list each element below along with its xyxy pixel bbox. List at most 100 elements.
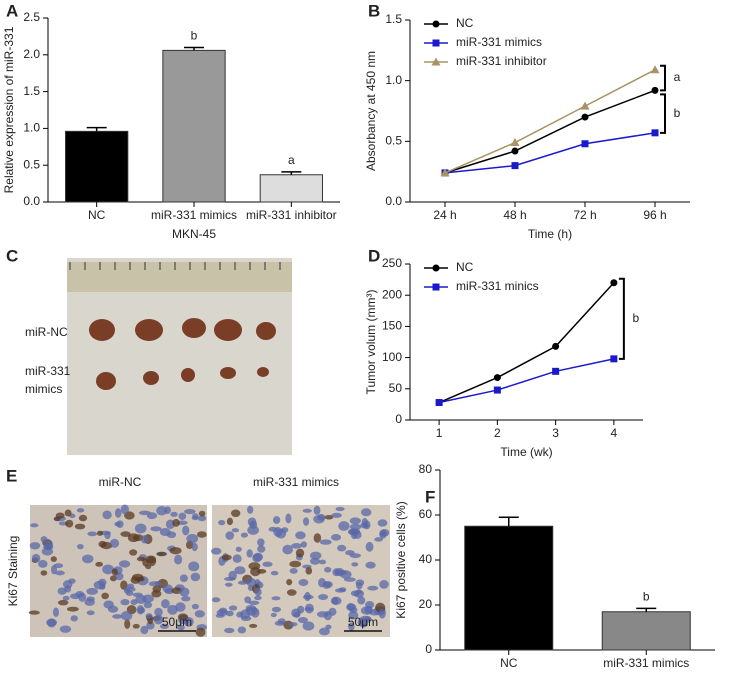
y-tick-label: 80 — [419, 462, 433, 476]
nucleus — [143, 601, 153, 609]
nucleus — [240, 609, 251, 619]
nucleus — [114, 508, 122, 518]
nucleus — [130, 599, 138, 606]
nucleus — [134, 523, 147, 534]
x-tick-label: 96 h — [643, 208, 666, 222]
nucleus — [147, 556, 157, 567]
nucleus — [96, 530, 103, 536]
y-tick-label: 1.0 — [23, 121, 40, 135]
nucleus — [175, 602, 186, 612]
nucleus — [98, 540, 107, 548]
panel-label: F — [425, 487, 435, 506]
marker — [511, 162, 519, 170]
nucleus — [377, 519, 388, 527]
nucleus — [64, 509, 72, 517]
panel-label: B — [368, 1, 380, 20]
y-tick-label: 0.0 — [23, 194, 40, 208]
nucleus — [313, 505, 321, 515]
nucleus — [237, 626, 247, 634]
nucleus — [228, 605, 238, 611]
legend-label: NC — [456, 16, 474, 30]
nucleus — [82, 554, 94, 564]
marker — [552, 342, 560, 350]
y-tick-label: 1.5 — [23, 84, 40, 98]
y-tick-label: 250 — [382, 256, 402, 270]
nucleus — [318, 627, 330, 636]
nucleus — [190, 572, 201, 582]
nucleus — [170, 511, 178, 517]
nucleus — [218, 607, 228, 614]
y-tick-label: 20 — [419, 597, 433, 611]
nucleus — [282, 544, 293, 555]
nucleus — [288, 622, 298, 627]
nucleus — [136, 556, 146, 562]
nucleus — [257, 545, 266, 553]
bracket — [660, 93, 666, 134]
tumor — [256, 322, 276, 340]
tumor — [182, 318, 206, 338]
nucleus — [55, 570, 65, 576]
nucleus — [86, 587, 98, 595]
nucleus — [70, 615, 78, 622]
nucleus — [156, 551, 167, 557]
nucleus — [29, 542, 41, 550]
annotation: b — [674, 106, 681, 120]
nucleus — [63, 580, 73, 589]
nucleus — [360, 615, 372, 621]
marker — [431, 57, 441, 66]
nucleus — [98, 578, 107, 587]
nucleus — [78, 592, 87, 602]
nucleus — [162, 584, 173, 594]
nucleus — [247, 505, 254, 514]
nucleus — [297, 616, 308, 624]
nucleus — [302, 621, 315, 631]
nucleus — [146, 621, 155, 630]
nucleus — [303, 517, 310, 526]
y-axis-label: Absorbancy at 450 nm — [364, 51, 378, 171]
x-tick-label: 24 h — [433, 208, 456, 222]
nucleus — [127, 533, 140, 543]
marker — [432, 264, 440, 272]
nucleus — [40, 570, 48, 576]
nucleus — [291, 608, 301, 618]
nucleus — [31, 553, 41, 563]
nucleus — [30, 523, 39, 528]
nucleus — [138, 510, 151, 516]
nucleus — [182, 525, 190, 536]
marker — [580, 101, 590, 110]
nucleus — [286, 589, 297, 596]
x-tick-label: 48 h — [503, 208, 526, 222]
y-tick-label: 0.0 — [385, 194, 402, 208]
nucleus — [318, 559, 327, 565]
nucleus — [313, 533, 322, 543]
nucleus — [179, 574, 188, 583]
nucleus — [295, 531, 306, 540]
nucleus — [57, 599, 69, 606]
nucleus — [184, 509, 196, 515]
nucleus — [324, 566, 332, 573]
nucleus — [338, 587, 347, 592]
nucleus — [349, 553, 361, 559]
tumor — [214, 319, 242, 341]
nucleus — [286, 578, 293, 586]
marker — [650, 65, 660, 74]
line — [438, 358, 615, 404]
nucleus — [86, 610, 95, 616]
nucleus — [151, 589, 162, 598]
nucleus — [357, 596, 366, 605]
marker — [432, 20, 440, 28]
nucleus — [340, 570, 352, 579]
nucleus — [66, 606, 79, 612]
nucleus — [57, 587, 67, 595]
nucleus — [177, 613, 189, 621]
nucleus — [379, 580, 389, 589]
nucleus — [211, 597, 221, 603]
scale-label: 50μm — [348, 615, 378, 629]
nucleus — [153, 614, 164, 625]
marker — [440, 168, 450, 177]
nucleus — [309, 551, 322, 560]
x-tick-label: miR-331 inhibitor — [246, 208, 337, 222]
nucleus — [198, 510, 206, 517]
x-tick-label: 3 — [552, 426, 559, 440]
nucleus — [302, 594, 314, 600]
